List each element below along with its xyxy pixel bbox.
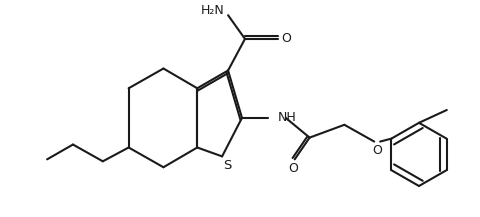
Text: H₂N: H₂N (200, 4, 224, 17)
Text: O: O (372, 144, 381, 157)
Text: O: O (280, 32, 290, 45)
Text: S: S (222, 159, 231, 172)
Text: O: O (287, 162, 297, 175)
Text: NH: NH (277, 111, 296, 124)
